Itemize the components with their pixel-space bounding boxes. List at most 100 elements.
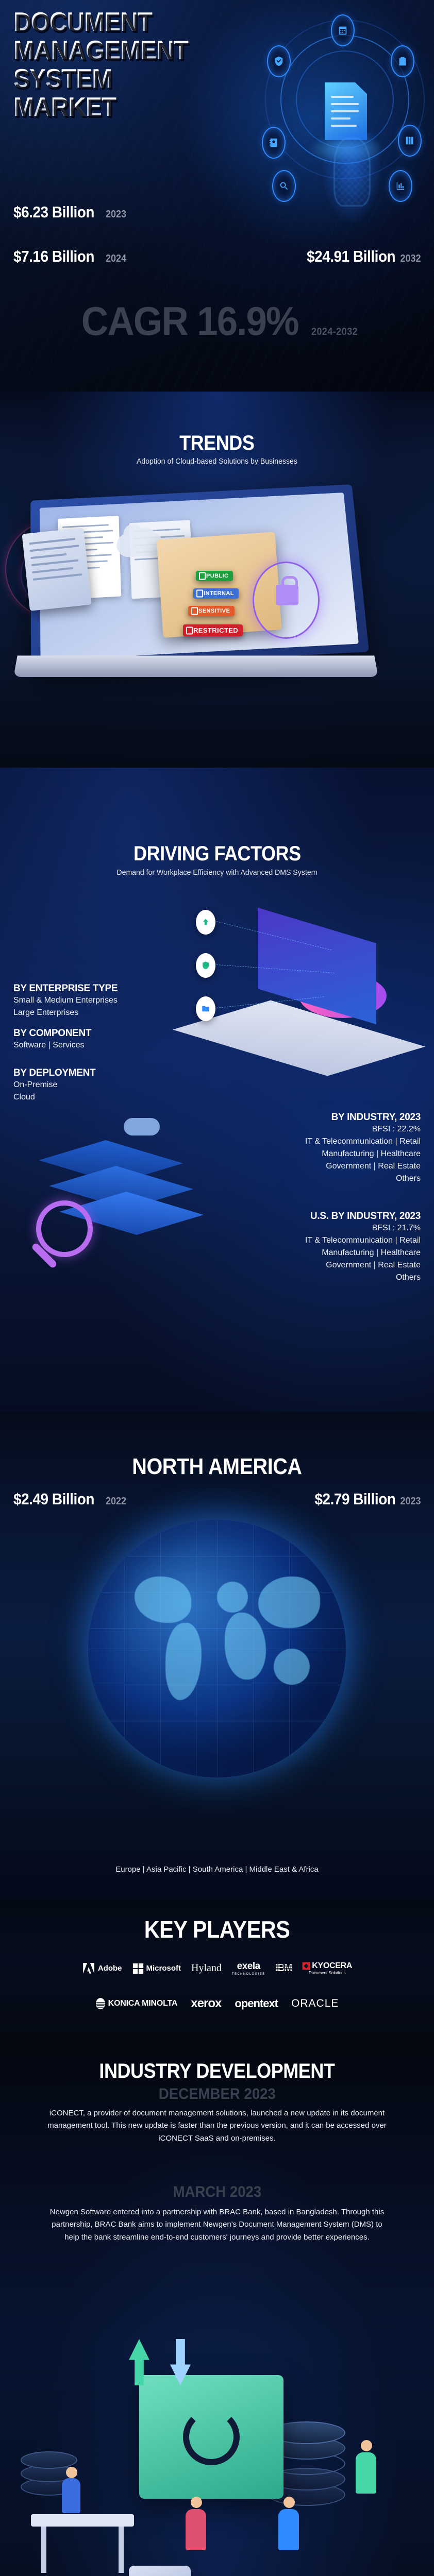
segment-deployment: BY DEPLOYMENT On-Premise Cloud bbox=[13, 1067, 230, 1104]
cloud-icon bbox=[116, 531, 163, 558]
kyocera-mark-icon bbox=[302, 1962, 310, 1970]
development-illustration bbox=[0, 2339, 434, 2576]
logo-label: xerox bbox=[191, 1996, 222, 2010]
badge-public: PUBLIC bbox=[196, 571, 233, 581]
page-title: DOCUMENT MANAGEMENT SYSTEM MARKET bbox=[13, 9, 261, 123]
calendar-icon bbox=[331, 14, 355, 46]
regions-list: Europe | Asia Pacific | South America | … bbox=[115, 1865, 319, 1874]
segment-item: Small & Medium Enterprises bbox=[13, 996, 118, 1005]
logo-label: KYOCERA bbox=[312, 1961, 353, 1970]
title-line-2: MANAGEMENT bbox=[13, 37, 241, 64]
segment-us-by-industry: U.S. BY INDUSTRY, 2023 BFSI : 21.7% IT &… bbox=[178, 1211, 421, 1284]
adobe-icon bbox=[83, 1962, 94, 1974]
key-players-section: KEY PLAYERS Adobe Microsoft Hyland exela… bbox=[0, 1901, 434, 2056]
person-head bbox=[191, 2497, 202, 2508]
desk-surface bbox=[31, 2514, 134, 2527]
stat-2032-year: 2032 bbox=[399, 253, 421, 264]
key-players-row-2: KONICA MINOLTA xerox opentext ORACLE bbox=[0, 1996, 434, 2011]
microsoft-logo: Microsoft bbox=[132, 1963, 181, 1974]
kyocera-logo: KYOCERA Document Solutions bbox=[302, 1961, 352, 1975]
development-body-december: iCONECT, a provider of document manageme… bbox=[47, 2109, 387, 2143]
hero-section: DOCUMENT MANAGEMENT SYSTEM MARKET bbox=[0, 0, 434, 392]
mobile-device bbox=[129, 2566, 191, 2576]
badge-internal: INTERNAL bbox=[193, 588, 239, 599]
search-icon bbox=[272, 170, 296, 202]
document-stack-icon bbox=[22, 528, 92, 611]
title-line-4: MARKET bbox=[13, 94, 241, 121]
logo-sublabel: TECHNOLOGIES bbox=[231, 1973, 265, 1976]
segment-item: Government | Real Estate bbox=[326, 1261, 421, 1269]
badge-restricted: RESTRICTED bbox=[183, 624, 243, 636]
logo-label: exela bbox=[237, 1961, 261, 1972]
magnifier-icon bbox=[36, 1200, 93, 1257]
driving-subheading: Demand for Workplace Efficiency with Adv… bbox=[116, 868, 318, 877]
key-players-heading: KEY PLAYERS bbox=[144, 1916, 290, 1943]
na-stat-2023-year: 2023 bbox=[399, 1496, 421, 1507]
segment-item: Manufacturing | Healthcare bbox=[322, 1149, 421, 1158]
badge-sensitive: SENSITIVE bbox=[188, 606, 235, 616]
logo-label: Hyland bbox=[191, 1962, 222, 1974]
segment-title: U.S. BY INDUSTRY, 2023 bbox=[310, 1211, 421, 1222]
trends-subheading: Adoption of Cloud-based Solutions by Bus… bbox=[137, 457, 297, 466]
adobe-logo: Adobe bbox=[82, 1962, 122, 1975]
trends-heading: TRENDS bbox=[179, 432, 255, 454]
opentext-logo: opentext bbox=[235, 1997, 278, 2010]
title-line-3: SYSTEM bbox=[13, 65, 241, 92]
driving-illustration-bottom bbox=[15, 1118, 222, 1293]
north-america-heading: NORTH AMERICA bbox=[132, 1454, 302, 1479]
desk-leg bbox=[119, 2527, 124, 2573]
shield-icon bbox=[196, 953, 215, 978]
hero-tech-illustration bbox=[259, 5, 429, 227]
industry-development-section: INDUSTRY DEVELOPMENT DECEMBER 2023 iCONE… bbox=[0, 2056, 434, 2576]
address-book-icon bbox=[262, 127, 286, 159]
development-date-december: DECEMBER 2023 bbox=[158, 2086, 276, 2103]
stat-2023-value: $6.23 Billion bbox=[13, 203, 94, 221]
segment-title: BY ENTERPRISE TYPE bbox=[13, 983, 118, 994]
logo-label: ORACLE bbox=[291, 1997, 339, 2009]
na-stat-2022-year: 2022 bbox=[105, 1496, 126, 1507]
segment-item: Large Enterprises bbox=[13, 1008, 79, 1017]
microsoft-icon bbox=[132, 1963, 143, 1974]
logo-label: IBM bbox=[275, 1962, 292, 1974]
lock-ring bbox=[253, 562, 320, 639]
driving-heading: DRIVING FACTORS bbox=[133, 842, 301, 865]
lock-icon bbox=[276, 576, 298, 605]
person-head bbox=[361, 2440, 372, 2451]
segment-component: BY COMPONENT Software | Services bbox=[13, 1028, 230, 1052]
desk-leg bbox=[41, 2527, 46, 2573]
logo-sublabel: Document Solutions bbox=[308, 1971, 346, 1975]
oracle-logo: ORACLE bbox=[291, 1997, 339, 2010]
person-figure bbox=[62, 2478, 80, 2513]
logo-label: KONICA MINOLTA bbox=[108, 1999, 178, 2008]
segment-item: IT & Telecommunication | Retail bbox=[305, 1137, 421, 1146]
segment-item: Manufacturing | Healthcare bbox=[322, 1248, 421, 1257]
person-head bbox=[66, 2467, 77, 2478]
logo-label: Adobe bbox=[97, 1964, 122, 1973]
upload-arrow-icon bbox=[196, 910, 215, 935]
na-stat-2023-value: $2.79 Billion bbox=[314, 1490, 396, 1508]
clipboard-check-icon bbox=[391, 45, 414, 77]
segment-item: Government | Real Estate bbox=[326, 1162, 421, 1171]
cagr-period: 2024-2032 bbox=[311, 326, 358, 337]
segment-enterprise-type: BY ENTERPRISE TYPE Small & Medium Enterp… bbox=[13, 983, 230, 1019]
stat-2024: $7.16 Billion 2024 bbox=[13, 247, 128, 266]
person-figure bbox=[278, 2509, 299, 2550]
na-stat-2022: $2.49 Billion 2022 bbox=[13, 1490, 128, 1509]
segment-item: Software | Services bbox=[13, 1041, 85, 1049]
segment-item: BFSI : 22.2% bbox=[372, 1125, 421, 1133]
folder-files-icon bbox=[398, 125, 422, 157]
segment-item: Others bbox=[395, 1174, 421, 1183]
laptop-base bbox=[13, 655, 378, 677]
cloud-icon bbox=[124, 1118, 160, 1136]
xerox-logo: xerox bbox=[191, 1996, 222, 2011]
folder-icon bbox=[196, 996, 215, 1021]
na-stat-2023: $2.79 Billion 2023 bbox=[306, 1490, 421, 1509]
stat-2024-value: $7.16 Billion bbox=[13, 247, 94, 265]
logo-label: Microsoft bbox=[146, 1964, 181, 1973]
person-figure bbox=[356, 2452, 376, 2494]
sync-card bbox=[139, 2375, 283, 2499]
konica-minolta-logo: KONICA MINOLTA bbox=[95, 1997, 178, 2010]
title-line-1: DOCUMENT bbox=[13, 9, 241, 36]
cagr-value: CAGR 16.9% bbox=[81, 298, 299, 344]
